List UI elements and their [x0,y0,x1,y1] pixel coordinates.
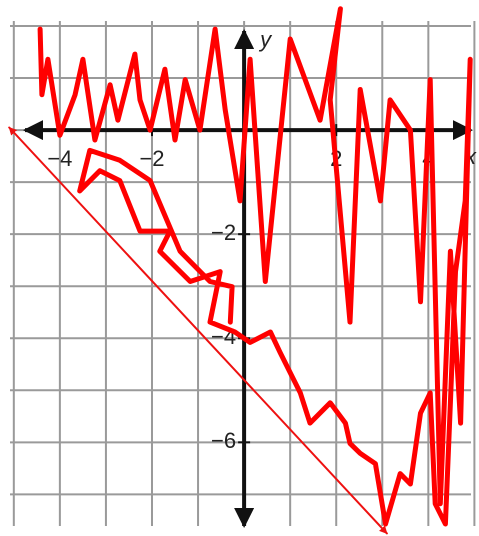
x-tick-label: −2 [139,146,164,171]
x-tick-label: −4 [47,146,72,171]
page: {"chart_data": {"type": "line", "x_label… [0,0,479,536]
series-line [40,9,470,524]
y-tick-label: −6 [211,428,236,453]
y-axis-label: y [258,27,273,52]
chart: xy−4−224−2−4−6 [0,0,479,536]
y-tick-label: −2 [211,220,236,245]
marks [9,9,470,534]
